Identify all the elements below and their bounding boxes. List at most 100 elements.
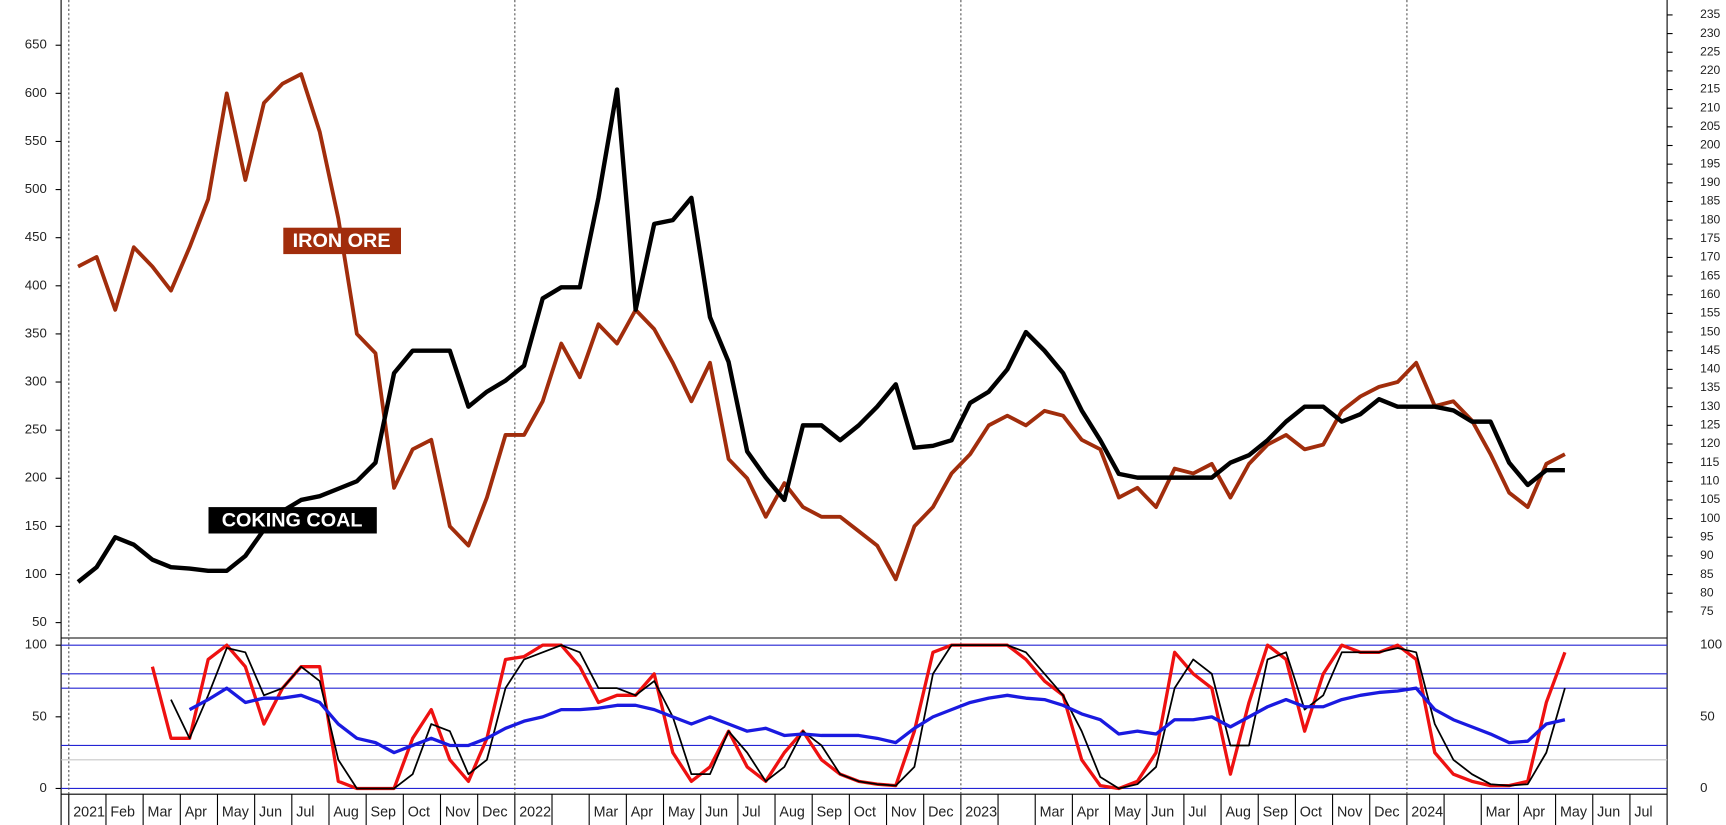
y2-tick-label: 235 — [1700, 7, 1720, 21]
x-tick-label: Feb — [110, 805, 135, 821]
y2-tick-label: 195 — [1700, 156, 1720, 170]
x-tick-label: May — [1114, 805, 1142, 821]
y-tick-label: 600 — [25, 85, 47, 100]
series-line — [76, 87, 1565, 584]
y2-tick-label: 145 — [1700, 343, 1720, 357]
series-label: IRON ORE — [293, 230, 391, 252]
y-tick-label: 300 — [25, 374, 47, 389]
series-line — [188, 686, 1566, 755]
x-tick-label: Apr — [1523, 805, 1545, 821]
y2-tick-label: 205 — [1700, 119, 1720, 133]
y2-tick-label: 175 — [1700, 231, 1720, 245]
x-tick-label: Jun — [1597, 805, 1620, 821]
x-tick-label: Mar — [1486, 805, 1511, 821]
x-tick-label: Jun — [1151, 805, 1174, 821]
y-tick-label-right: 0 — [1700, 780, 1707, 795]
y2-tick-label: 115 — [1700, 455, 1720, 469]
y2-tick-label: 110 — [1700, 474, 1720, 488]
y-tick-label-right: 50 — [1700, 708, 1715, 723]
x-tick-label: Apr — [1077, 805, 1099, 821]
y-tick-label: 150 — [25, 518, 47, 533]
y2-tick-label: 135 — [1700, 380, 1720, 394]
x-tick-label: Apr — [185, 805, 207, 821]
y2-tick-label: 165 — [1700, 268, 1720, 282]
y2-tick-label: 215 — [1700, 82, 1720, 96]
x-tick-label: Jul — [742, 805, 760, 821]
y-tick-label: 0 — [39, 780, 46, 795]
x-tick-label: Jun — [259, 805, 282, 821]
y-tick-label: 650 — [25, 37, 47, 52]
x-tick-label: 2024 — [1411, 805, 1443, 821]
x-tick-label: Apr — [631, 805, 653, 821]
y2-tick-label: 180 — [1700, 212, 1720, 226]
x-tick-label: Aug — [333, 805, 358, 821]
x-tick-label: Sep — [817, 805, 842, 821]
y2-tick-label: 160 — [1700, 287, 1720, 301]
y2-tick-label: 155 — [1700, 306, 1720, 320]
x-tick-label: Nov — [891, 805, 917, 821]
x-tick-label: Jul — [1634, 805, 1652, 821]
plot: 5010015020025030035040045050055060065075… — [25, 0, 1722, 825]
y-tick-label: 100 — [25, 637, 47, 652]
x-tick-label: Nov — [445, 805, 471, 821]
series-line — [170, 644, 1566, 790]
x-tick-label: Mar — [148, 805, 173, 821]
y-tick-label: 450 — [25, 229, 47, 244]
x-tick-label: Dec — [482, 805, 507, 821]
y-tick-label: 50 — [32, 614, 47, 629]
x-tick-label: Dec — [1374, 805, 1399, 821]
y-tick-label-right: 100 — [1700, 637, 1722, 652]
x-tick-label: Jul — [1188, 805, 1206, 821]
y2-tick-label: 225 — [1700, 44, 1720, 58]
y2-tick-label: 100 — [1700, 511, 1720, 525]
y2-tick-label: 200 — [1700, 138, 1720, 152]
x-tick-label: Sep — [371, 805, 396, 821]
y2-tick-label: 190 — [1700, 175, 1720, 189]
x-tick-label: Dec — [928, 805, 953, 821]
y2-tick-label: 80 — [1700, 585, 1714, 599]
y2-tick-label: 150 — [1700, 324, 1720, 338]
y-tick-label: 100 — [25, 566, 47, 581]
label-box — [283, 227, 401, 255]
y2-tick-label: 185 — [1700, 194, 1720, 208]
x-tick-label: May — [1560, 805, 1588, 821]
x-tick-label: 2022 — [519, 805, 551, 821]
y2-tick-label: 90 — [1700, 548, 1714, 562]
y2-tick-label: 120 — [1700, 436, 1720, 450]
x-tick-label: Mar — [594, 805, 619, 821]
x-tick-label: 2023 — [965, 805, 997, 821]
y-tick-label: 400 — [25, 277, 47, 292]
y-tick-label: 200 — [25, 470, 47, 485]
y-tick-label: 350 — [25, 325, 47, 340]
y-tick-label: 550 — [25, 133, 47, 148]
series-line — [77, 72, 1566, 582]
y2-tick-label: 85 — [1700, 567, 1714, 581]
x-tick-label: Jun — [705, 805, 728, 821]
x-tick-label: Oct — [1300, 805, 1322, 821]
x-tick-label: Sep — [1263, 805, 1288, 821]
y2-tick-label: 125 — [1700, 418, 1720, 432]
series-label: COKING COAL — [222, 510, 363, 532]
y2-tick-label: 75 — [1700, 604, 1714, 618]
y2-tick-label: 220 — [1700, 63, 1720, 77]
y2-tick-label: 170 — [1700, 250, 1720, 264]
x-tick-label: Mar — [1040, 805, 1065, 821]
x-tick-label: Oct — [854, 805, 876, 821]
y2-tick-label: 105 — [1700, 492, 1720, 506]
x-tick-label: Aug — [1225, 805, 1250, 821]
y2-tick-label: 140 — [1700, 362, 1720, 376]
y-tick-label: 250 — [25, 422, 47, 437]
y-tick-label: 500 — [25, 181, 47, 196]
label-box — [208, 507, 377, 534]
y2-tick-label: 130 — [1700, 399, 1720, 413]
x-tick-label: Oct — [408, 805, 430, 821]
y2-tick-label: 210 — [1700, 100, 1720, 114]
x-tick-label: Nov — [1337, 805, 1363, 821]
x-tick-label: 2021 — [73, 805, 105, 821]
x-tick-label: May — [668, 805, 696, 821]
x-tick-label: Aug — [779, 805, 804, 821]
x-tick-label: Jul — [296, 805, 314, 821]
y2-tick-label: 230 — [1700, 26, 1720, 40]
